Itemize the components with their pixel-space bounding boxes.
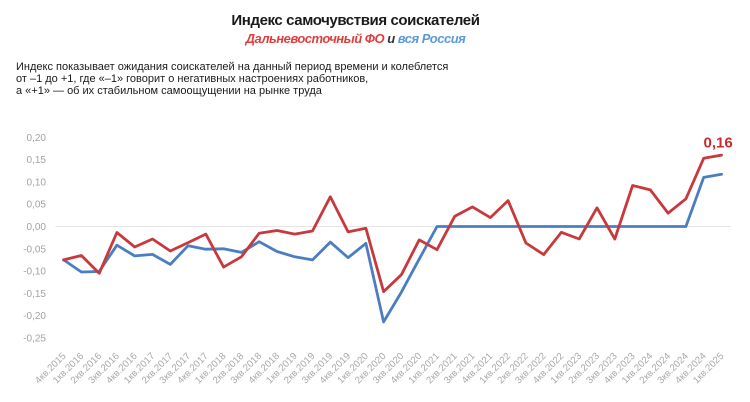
svg-text:0,00: 0,00 (27, 222, 47, 233)
svg-text:-0,15: -0,15 (23, 289, 46, 300)
svg-text:-0,25: -0,25 (23, 334, 46, 345)
svg-text:0,05: 0,05 (27, 200, 47, 211)
svg-text:0,10: 0,10 (27, 177, 47, 188)
svg-text:0,16: 0,16 (704, 135, 733, 152)
svg-text:-0,10: -0,10 (23, 267, 46, 278)
svg-text:0,15: 0,15 (27, 155, 47, 166)
svg-text:-0,20: -0,20 (23, 311, 46, 322)
svg-text:0,20: 0,20 (27, 133, 47, 144)
svg-text:-0,05: -0,05 (23, 244, 46, 255)
